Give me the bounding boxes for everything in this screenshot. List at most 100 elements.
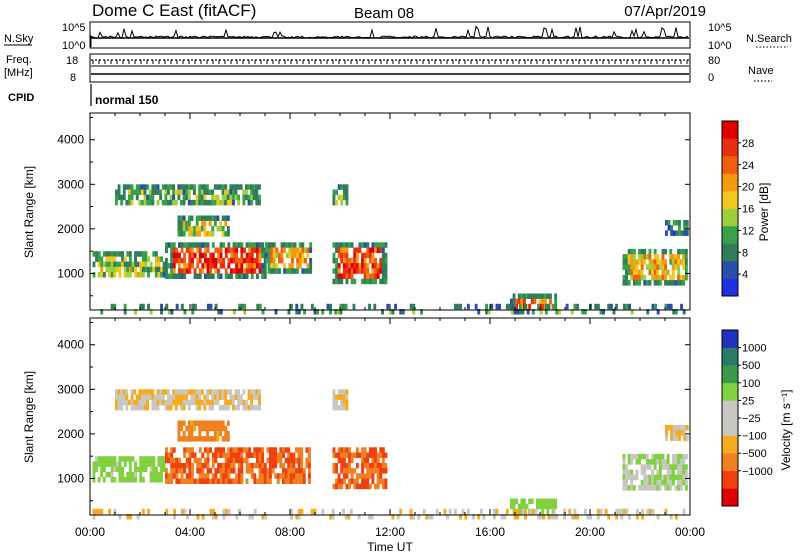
heatmap-cell	[671, 259, 675, 265]
heatmap-cell	[355, 478, 359, 484]
heatmap-cell	[679, 280, 683, 286]
heatmap-cell	[340, 242, 344, 248]
heatmap-cell	[516, 514, 520, 520]
heatmap-cell	[292, 478, 296, 484]
heatmap-cell	[373, 303, 377, 310]
heatmap-cell	[219, 184, 222, 190]
heatmap-cell	[157, 261, 161, 268]
heatmap-cell	[648, 254, 652, 260]
heatmap-cell	[524, 508, 527, 515]
heatmap-cell	[198, 194, 202, 201]
heatmap-cell	[203, 399, 207, 406]
heatmap-cell	[643, 469, 647, 475]
heatmap-cell	[269, 468, 272, 474]
heatmap-cell	[645, 485, 649, 491]
heatmap-cell	[144, 256, 148, 262]
heatmap-cell	[265, 257, 268, 264]
heatmap-cell	[224, 215, 228, 221]
heatmap-cell	[267, 247, 271, 253]
heatmap-cell	[242, 199, 246, 206]
heatmap-cell	[261, 268, 265, 274]
heatmap-cell	[193, 425, 196, 432]
heatmap-cell	[187, 225, 191, 232]
heatmap-cell	[298, 242, 302, 248]
heatmap-cell	[154, 404, 157, 411]
heatmap-cell	[165, 468, 168, 474]
heatmap-cell	[310, 508, 314, 515]
heatmap-cell	[627, 459, 631, 465]
heatmap-cell	[125, 389, 129, 395]
heatmap-cell	[222, 514, 226, 520]
heatmap-cell	[335, 478, 338, 484]
heatmap-cell	[653, 280, 657, 286]
heatmap-cell	[679, 479, 683, 486]
heatmap-cell	[348, 263, 351, 269]
heatmap-cell	[461, 508, 465, 515]
heatmap-cell	[248, 468, 252, 474]
y-tick-label: 3000	[57, 177, 84, 191]
heatmap-cell	[550, 514, 553, 520]
velocity-plot-background	[90, 318, 690, 515]
heatmap-cell	[172, 389, 176, 395]
heatmap-cell	[683, 435, 687, 441]
heatmap-cell	[371, 278, 375, 285]
heatmap-cell	[219, 394, 222, 400]
heatmap-cell	[174, 189, 178, 195]
heatmap-cell	[679, 248, 683, 255]
heatmap-cell	[368, 257, 372, 264]
heatmap-cell	[219, 447, 223, 453]
heatmap-cell	[211, 425, 215, 432]
heatmap-cell	[306, 252, 310, 259]
heatmap-cell	[292, 473, 296, 479]
heatmap-cell	[628, 303, 631, 310]
heatmap-cell	[165, 303, 169, 310]
heatmap-cell	[245, 263, 249, 269]
heatmap-cell	[190, 231, 194, 237]
heatmap-cell	[188, 268, 192, 274]
heatmap-cell	[261, 252, 265, 259]
heatmap-cell	[219, 452, 223, 458]
heatmap-cell	[674, 485, 678, 491]
heatmap-cell	[195, 194, 199, 201]
heatmap-cell	[232, 447, 236, 453]
heatmap-cell	[384, 278, 388, 285]
heatmap-cell	[654, 303, 657, 310]
heatmap-cell	[570, 309, 574, 315]
heatmap-cell	[345, 268, 349, 274]
heatmap-cell	[226, 404, 230, 411]
heatmap-cell	[538, 503, 542, 510]
heatmap-cell	[363, 483, 367, 490]
heatmap-cell	[656, 269, 660, 276]
heatmap-cell	[682, 248, 686, 255]
heatmap-cell	[217, 468, 220, 474]
heatmap-cell	[680, 230, 684, 236]
heatmap-cell	[352, 303, 356, 310]
heatmap-cell	[200, 389, 204, 395]
heatmap-cell	[353, 268, 357, 274]
heatmap-cell	[157, 461, 161, 467]
heatmap-cell	[160, 477, 163, 483]
heatmap-cell	[661, 453, 665, 460]
heatmap-cell	[108, 251, 111, 257]
heatmap-cell	[374, 257, 377, 264]
heatmap-cell	[144, 266, 148, 273]
heatmap-cell	[300, 452, 304, 458]
y-tick-label: 4000	[57, 133, 84, 147]
heatmap-cell	[596, 303, 600, 310]
heatmap-cell	[344, 303, 348, 310]
heatmap-cell	[557, 309, 561, 315]
heatmap-cell	[100, 508, 104, 515]
heatmap-cell	[342, 242, 346, 248]
heatmap-cell	[110, 456, 114, 462]
heatmap-cell	[381, 247, 385, 253]
heatmap-cell	[113, 508, 117, 515]
heatmap-cell	[105, 461, 109, 467]
heatmap-cell	[169, 199, 173, 206]
heatmap-cell	[350, 273, 354, 279]
heatmap-cell	[685, 435, 689, 441]
heatmap-cell	[300, 508, 304, 515]
heatmap-cell	[292, 452, 296, 458]
heatmap-cell	[549, 503, 552, 510]
